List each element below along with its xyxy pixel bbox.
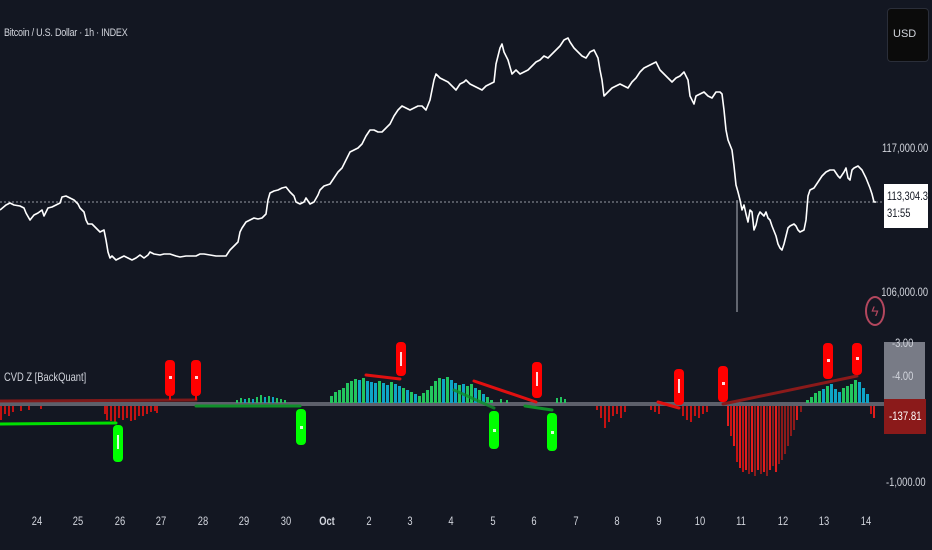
x-label-month: Oct [319,514,335,528]
x-label: 30 [280,514,292,528]
x-label: 4 [448,514,454,528]
crash-histogram [727,406,802,476]
last-price-tag: 113,304.31 31:55 [884,184,932,228]
currency-label: USD [893,28,917,40]
indicator-zero-line [0,402,884,406]
price-axis-label-117000: 117,000.00 [881,141,928,155]
x-label: 26 [114,514,126,528]
x-label: 13 [818,514,830,528]
indicator-range-tag [884,342,925,402]
x-label: 7 [573,514,579,528]
label-red-H-1 [165,360,175,400]
x-label: 3 [407,514,413,528]
price-line [0,37,876,261]
x-label: 9 [656,514,662,528]
indicator-axis-label-1000: -1,000.00 [886,475,926,489]
x-label: 27 [155,514,167,528]
lightning-icon[interactable]: ϟ [865,296,885,326]
indicator-value-tag: -137.81 [884,399,926,434]
indicator-axis-label-3: -3.00 [892,336,914,350]
x-label: 8 [614,514,620,528]
label-red-H-2 [191,360,201,400]
indicator-axis-label-4: -4.00 [892,369,914,383]
cvd-histogram [0,377,875,476]
symbol-title[interactable]: Bitcoin / U.S. Dollar · 1h · INDEX [4,27,128,39]
x-label: 28 [197,514,209,528]
x-label: 25 [72,514,84,528]
x-label: 6 [531,514,537,528]
x-label: 24 [31,514,43,528]
price-axis-label-106000: 106,000.00 [881,285,928,299]
currency-button[interactable]: USD [887,8,929,62]
x-label: 2 [366,514,372,528]
indicator-current-value: -137.81 [889,409,922,423]
x-label: 14 [860,514,872,528]
last-price-value: 113,304.31 [887,189,932,203]
signal-labels [113,342,862,462]
divergence-lines [0,373,859,426]
x-label: 12 [777,514,789,528]
x-label: 10 [694,514,706,528]
x-label: 29 [238,514,250,528]
indicator-title[interactable]: CVD Z [BackQuant] [4,370,87,384]
x-label: 11 [736,514,746,528]
bar-countdown: 31:55 [887,206,911,220]
x-label: 5 [490,514,496,528]
